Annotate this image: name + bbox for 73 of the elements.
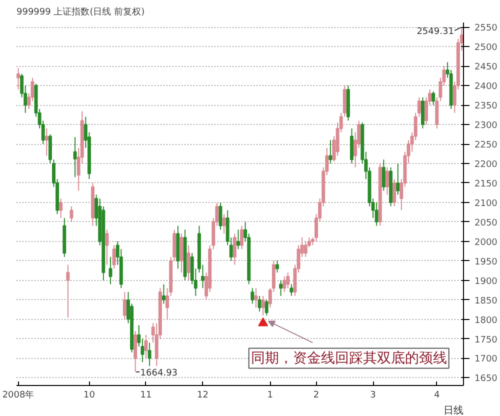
candlestick xyxy=(73,136,77,178)
chart-title: 999999 上证指数(日线 前复权) xyxy=(16,6,145,18)
candlestick xyxy=(240,225,244,250)
y-tick-label: 2150 xyxy=(474,179,498,190)
annotation: 1664.93 xyxy=(140,368,178,378)
candlestick xyxy=(396,162,400,196)
candlestick xyxy=(236,229,240,250)
y-tick-label: 2250 xyxy=(474,140,498,151)
candlestick xyxy=(134,330,138,372)
annotation: 2549.31 xyxy=(416,27,454,38)
candlestick xyxy=(218,202,222,230)
y-tick-label: 1700 xyxy=(474,354,498,365)
candlestick xyxy=(44,128,48,156)
x-tick-label: 2008年 xyxy=(2,390,34,400)
candlestick xyxy=(16,68,20,90)
y-tick-label: 2200 xyxy=(474,160,498,170)
candlestick xyxy=(250,288,254,304)
y-tick-label: 2350 xyxy=(474,102,498,112)
candlestick xyxy=(279,280,283,296)
candlestick xyxy=(70,206,74,222)
candlestick xyxy=(304,240,308,258)
candlestick xyxy=(420,96,424,129)
text: 日线 xyxy=(444,404,464,416)
candlestick xyxy=(276,260,279,274)
candlestick xyxy=(148,342,152,367)
candlestick xyxy=(232,233,236,266)
candlestick xyxy=(385,166,389,196)
y-tick-label: 1800 xyxy=(474,316,498,326)
x-tick-label: 12 xyxy=(197,390,208,400)
y-tick-label: 2100 xyxy=(474,198,498,209)
candlestick xyxy=(374,202,378,226)
candlestick xyxy=(144,334,148,359)
y-tick-label: 2000 xyxy=(474,238,498,248)
x-tick-label: 2 xyxy=(313,390,320,400)
x-tick-label: 11 xyxy=(140,390,152,400)
y-tick-label: 2450 xyxy=(474,62,498,73)
y-tick-label: 1750 xyxy=(474,335,498,346)
y-tick-label: 2050 xyxy=(474,218,498,228)
candlestick xyxy=(350,128,354,164)
x-tick-label: 4 xyxy=(434,390,440,400)
y-tick-label: 1650 xyxy=(474,374,498,384)
candlestick xyxy=(59,198,63,219)
candlestick xyxy=(105,229,109,266)
y-tick-label: 1850 xyxy=(474,296,498,306)
x-tick-label: 3 xyxy=(370,390,376,400)
x-tick-label: 10 xyxy=(84,390,96,400)
candlestick xyxy=(432,90,436,106)
y-tick-label: 1900 xyxy=(474,276,498,287)
candlestick xyxy=(290,284,294,296)
annotation: 同期，资金线回踩其双底的颈线 xyxy=(250,350,447,366)
y-tick-label: 2400 xyxy=(474,82,498,92)
y-tick-label: 2550 xyxy=(474,24,498,34)
y-tick-label: 1950 xyxy=(474,257,498,268)
candlestick xyxy=(162,284,166,304)
candlestick xyxy=(66,264,70,318)
candlestick xyxy=(261,295,265,316)
candlestick xyxy=(264,299,268,316)
candlestick xyxy=(254,288,258,308)
candlestick xyxy=(328,140,332,164)
y-tick-label: 2500 xyxy=(474,43,498,54)
candlestick xyxy=(108,256,112,285)
candlestick xyxy=(282,276,286,293)
y-tick-label: 2300 xyxy=(474,121,498,132)
candlestick xyxy=(186,244,190,281)
candlestick xyxy=(286,272,290,289)
candlestick xyxy=(222,214,226,234)
x-tick-label: 1 xyxy=(267,390,274,400)
candlestick xyxy=(392,178,396,207)
candlestick xyxy=(112,244,116,270)
candlestick xyxy=(122,292,126,320)
candlestick xyxy=(382,159,386,192)
candlestick xyxy=(180,233,184,274)
candlestick xyxy=(258,295,262,312)
